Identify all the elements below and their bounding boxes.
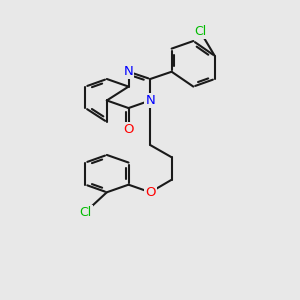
Text: O: O [123, 123, 134, 136]
Text: N: N [146, 94, 155, 107]
Text: Cl: Cl [79, 206, 92, 219]
Text: Cl: Cl [194, 25, 206, 38]
Text: N: N [124, 65, 134, 78]
Text: O: O [145, 186, 155, 199]
